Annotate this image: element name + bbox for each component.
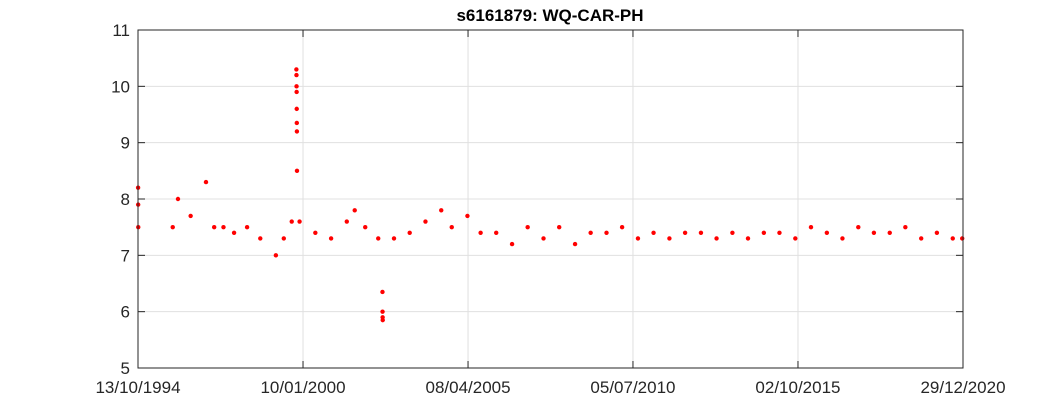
data-point bbox=[793, 236, 798, 241]
data-point bbox=[294, 84, 299, 89]
data-point bbox=[635, 236, 641, 241]
data-point bbox=[777, 230, 782, 235]
data-point bbox=[449, 224, 454, 230]
data-point bbox=[244, 224, 250, 230]
data-point bbox=[363, 224, 368, 230]
data-point bbox=[294, 168, 300, 174]
data-point bbox=[856, 224, 861, 230]
data-point bbox=[714, 236, 719, 241]
x-tick-label: 10/01/2000 bbox=[260, 378, 345, 397]
x-tick-label: 05/07/2010 bbox=[590, 378, 675, 397]
data-point bbox=[294, 67, 299, 72]
data-point bbox=[824, 230, 830, 235]
y-tick-label: 6 bbox=[121, 303, 130, 322]
data-point bbox=[887, 230, 892, 235]
data-point bbox=[903, 224, 908, 230]
data-point bbox=[423, 219, 428, 224]
data-point bbox=[960, 236, 965, 241]
y-tick-label: 9 bbox=[121, 134, 130, 153]
data-point bbox=[352, 208, 357, 213]
data-point bbox=[478, 230, 483, 235]
y-tick-label: 7 bbox=[121, 246, 130, 265]
data-point bbox=[698, 230, 704, 235]
data-point bbox=[211, 224, 217, 230]
data-point bbox=[604, 230, 609, 235]
data-point bbox=[934, 230, 940, 235]
data-point bbox=[328, 236, 334, 241]
x-tick-label: 13/10/1994 bbox=[95, 378, 180, 397]
data-point bbox=[175, 196, 181, 202]
data-point bbox=[557, 224, 562, 230]
data-point bbox=[391, 236, 397, 241]
x-tick-label: 29/12/2020 bbox=[920, 378, 1005, 397]
data-point bbox=[572, 241, 578, 247]
data-point bbox=[667, 236, 672, 241]
data-point bbox=[281, 236, 286, 241]
data-point bbox=[651, 230, 656, 235]
data-point bbox=[745, 236, 751, 241]
data-point bbox=[294, 120, 300, 126]
data-point bbox=[294, 72, 299, 78]
y-tick-label: 8 bbox=[121, 190, 130, 209]
data-point bbox=[407, 230, 412, 235]
data-point bbox=[273, 253, 279, 258]
data-point bbox=[682, 230, 688, 235]
chart-title: s6161879: WQ-CAR-PH bbox=[456, 6, 643, 25]
y-tick-label: 10 bbox=[111, 77, 130, 96]
data-point bbox=[871, 230, 877, 235]
axis-ticks: 5 6 7 8 9 10 11 13/10/1994 10/01/2000 08/04/2005 0… bbox=[95, 21, 1005, 397]
data-point bbox=[258, 236, 263, 241]
data-point bbox=[494, 230, 499, 235]
data-points bbox=[135, 67, 965, 323]
data-point bbox=[509, 241, 515, 247]
data-point bbox=[294, 129, 300, 134]
data-point bbox=[525, 224, 530, 230]
data-point bbox=[380, 309, 385, 314]
data-point bbox=[541, 236, 546, 241]
y-tick-label: 11 bbox=[112, 21, 130, 40]
data-point bbox=[840, 236, 845, 241]
data-point bbox=[188, 213, 193, 219]
data-point bbox=[439, 208, 444, 213]
data-point bbox=[294, 106, 299, 112]
data-point bbox=[376, 236, 381, 241]
data-point bbox=[344, 219, 349, 224]
data-point bbox=[313, 230, 318, 235]
y-tick-label: 5 bbox=[121, 359, 130, 378]
data-point bbox=[203, 179, 209, 185]
x-tick-label: 02/10/2015 bbox=[755, 378, 840, 397]
data-point bbox=[808, 224, 814, 230]
data-point bbox=[289, 219, 294, 224]
data-point bbox=[221, 224, 226, 230]
data-point bbox=[294, 89, 299, 95]
data-point bbox=[297, 219, 302, 224]
data-point bbox=[761, 230, 767, 235]
data-point bbox=[465, 213, 470, 219]
data-point bbox=[619, 224, 625, 230]
data-point bbox=[380, 317, 385, 323]
data-point bbox=[730, 230, 735, 235]
data-point bbox=[380, 289, 385, 295]
data-point bbox=[950, 236, 955, 241]
data-point bbox=[588, 230, 593, 235]
data-point bbox=[170, 224, 175, 230]
data-point bbox=[231, 230, 237, 235]
data-point bbox=[919, 236, 924, 241]
x-tick-label: 08/04/2005 bbox=[425, 378, 510, 397]
